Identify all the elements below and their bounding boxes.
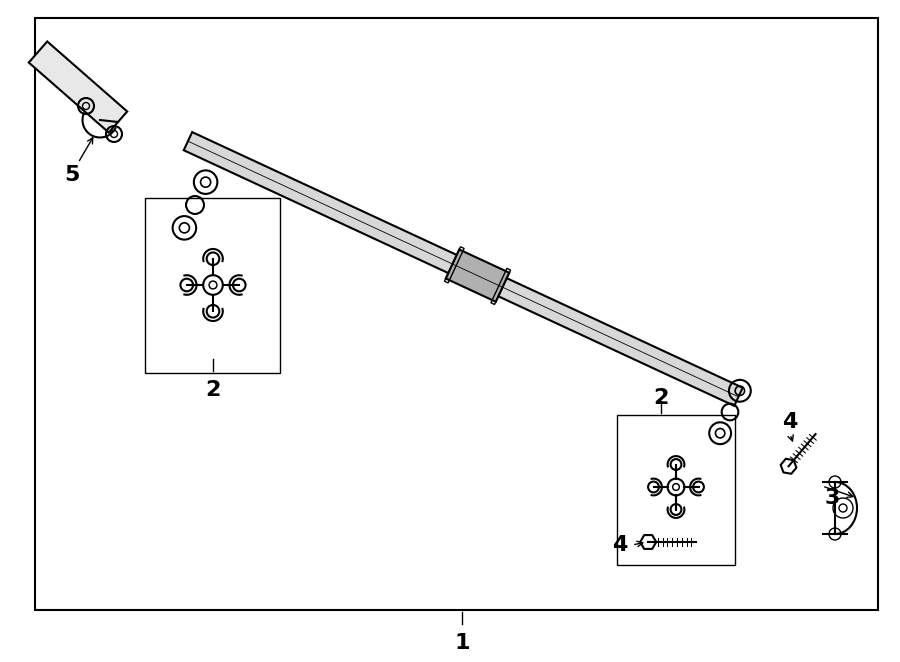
Polygon shape [29,42,127,132]
Text: 3: 3 [824,488,840,508]
Bar [145,198,280,373]
Text: 4: 4 [612,535,627,555]
Text: 1: 1 [454,633,470,653]
Text: 4: 4 [782,412,797,432]
Text: 5: 5 [64,165,80,185]
Polygon shape [446,250,509,302]
Bar [35,18,878,610]
Text: 2: 2 [653,388,669,408]
Bar [617,415,735,565]
Polygon shape [184,132,742,406]
Text: 2: 2 [205,380,220,400]
